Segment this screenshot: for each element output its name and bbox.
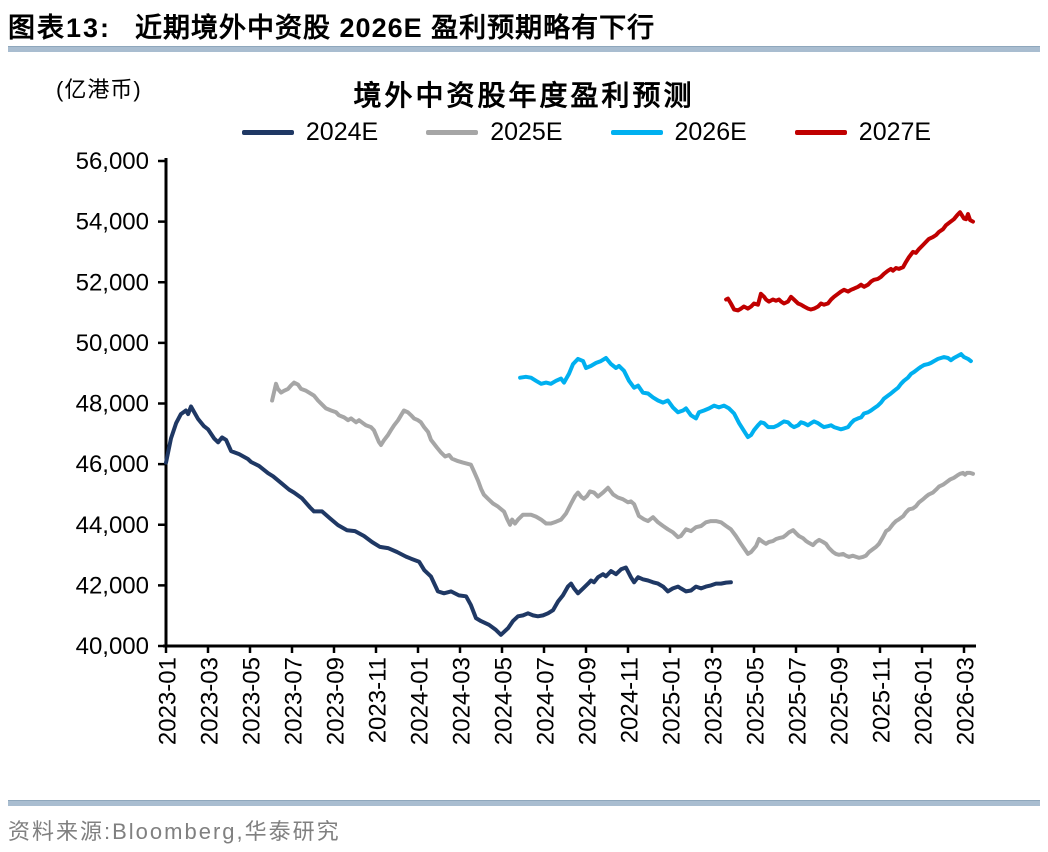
legend-item-2027E: 2027E (794, 118, 932, 147)
figure-number-label: 图表13: (8, 13, 112, 43)
legend-swatch-2027E (794, 130, 847, 135)
x-axis-tick-label: 2023-09 (323, 657, 350, 745)
legend-item-2025E: 2025E (426, 118, 563, 147)
legend-swatch-2024E (241, 130, 294, 135)
legend-swatch-2025E (426, 130, 479, 135)
y-axis-tick-label: 56,000 (76, 148, 149, 175)
footer-divider-rule (8, 800, 1040, 806)
y-axis-tick-label: 42,000 (76, 572, 149, 599)
x-axis-tick-label: 2026-03 (953, 657, 980, 745)
x-axis-tick-label: 2023-01 (155, 657, 182, 745)
x-axis-tick-label: 2024-03 (449, 657, 476, 745)
x-axis-tick-label: 2025-07 (785, 657, 812, 745)
y-axis-tick-label: 52,000 (76, 269, 149, 296)
y-axis-tick-label: 50,000 (76, 330, 149, 357)
y-axis-tick-label: 54,000 (76, 209, 149, 236)
x-axis-tick-label: 2023-07 (281, 657, 308, 745)
x-axis-tick-label: 2023-05 (239, 657, 266, 745)
series-line-2026E (518, 352, 973, 440)
source-attribution: 资料来源:Bloomberg,华泰研究 (8, 819, 341, 844)
series-line-2025E (270, 380, 975, 560)
chart-title: 境外中资股年度盈利预测 (353, 80, 695, 111)
figure-header: 图表13: 近期境外中资股 2026E 盈利预期略有下行 (8, 6, 1040, 45)
figure-title: 近期境外中资股 2026E 盈利预期略有下行 (135, 13, 656, 43)
series-line-2024E (164, 404, 733, 637)
x-axis-tick-label: 2026-01 (911, 657, 938, 745)
x-axis-tick-label: 2025-01 (659, 657, 686, 745)
y-axis-tick-label: 40,000 (76, 633, 149, 660)
legend-label-2026E: 2026E (674, 118, 747, 146)
y-axis-tick-label: 46,000 (76, 451, 149, 478)
y-axis-tick-label: 44,000 (76, 512, 149, 539)
x-axis-tick-label: 2024-07 (533, 657, 560, 745)
legend-label-2027E: 2027E (858, 118, 932, 146)
header-divider-rule (8, 46, 1040, 52)
x-axis-tick-label: 2023-03 (197, 657, 224, 745)
x-axis-tick-label: 2024-09 (575, 657, 602, 745)
legend-label-2025E: 2025E (490, 118, 563, 146)
legend-item-2024E: 2024E (241, 118, 379, 147)
y-axis-unit-label: (亿港币) (56, 77, 142, 102)
series-line-2027E (724, 210, 975, 313)
chart-legend: 2024E 2025E 2026E 2027E (163, 118, 1010, 147)
x-axis-tick-label: 2025-09 (827, 657, 854, 745)
y-axis-tick-label: 48,000 (76, 391, 149, 418)
x-axis-tick-label: 2024-05 (491, 657, 518, 745)
x-axis-tick-label: 2024-01 (407, 657, 434, 745)
x-axis-tick-label: 2025-11 (869, 657, 896, 743)
legend-swatch-2026E (610, 130, 663, 135)
x-axis-tick-label: 2023-11 (365, 657, 392, 743)
legend-item-2026E: 2026E (610, 118, 747, 147)
x-axis-tick-label: 2025-03 (701, 657, 728, 745)
x-axis-tick-label: 2025-05 (743, 657, 770, 745)
legend-label-2024E: 2024E (305, 118, 379, 146)
x-axis-tick-label: 2024-11 (617, 657, 644, 743)
